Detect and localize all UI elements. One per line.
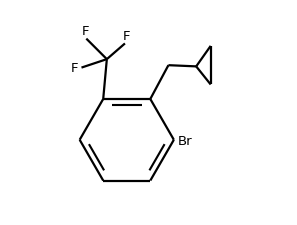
Text: F: F xyxy=(81,25,89,38)
Text: F: F xyxy=(122,30,130,43)
Text: F: F xyxy=(70,62,78,75)
Text: Br: Br xyxy=(178,135,193,148)
